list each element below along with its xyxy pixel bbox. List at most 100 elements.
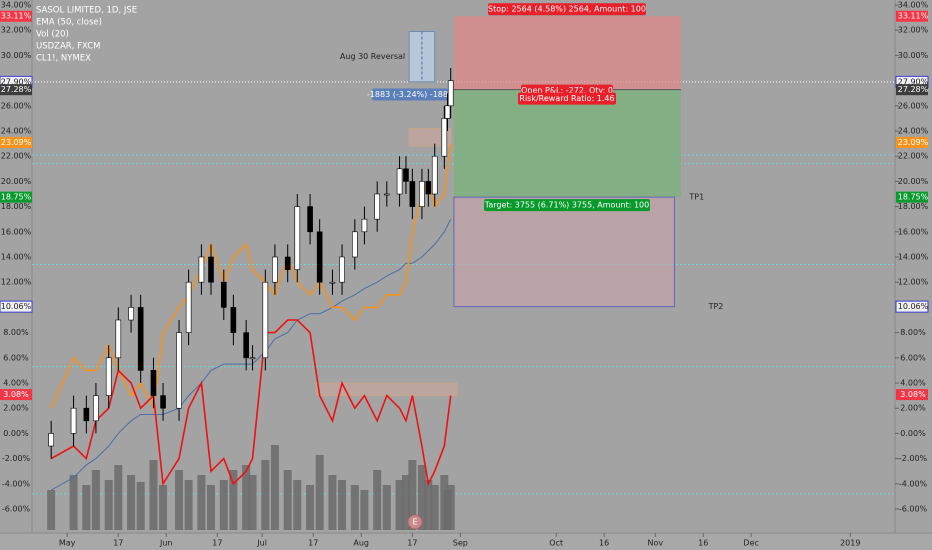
candle-body [396,168,403,195]
candle-body [307,206,313,233]
legend-entry: CL1!, NYMEX [36,54,91,64]
price-label-bg [0,191,32,203]
y-tick-label: 12.00% [898,278,929,287]
target-zone [453,89,681,198]
y-tick-label: -6.00% [2,505,31,514]
volume-bar [127,475,136,530]
volume-bar [82,485,91,530]
price-label: 33.11% [898,12,929,21]
price-label-bg [0,300,33,313]
stop-label: Stop: 2564 (4.58%) 2564, Amount: 100 [488,5,646,14]
volume-bar [114,465,123,530]
volume-bar [69,475,78,530]
legend-entry: Vol (20) [36,30,69,40]
price-label: 18.75% [1,193,32,202]
candle-body [137,307,144,371]
candle-body [284,256,291,270]
volume-bar [219,480,228,530]
price-label-bg [0,136,32,148]
candle-body [441,118,448,157]
stop-label-bg [488,3,646,16]
measure-bg [372,88,448,101]
y-tick-label: 16.00% [898,227,929,236]
x-tick-label: Sep [453,539,468,548]
x-tick-label: 17 [407,539,417,548]
x-tick-label: 16 [698,539,708,548]
tp-label: TP2 [708,302,724,311]
volume-bar [417,465,426,530]
candle-body [294,206,301,270]
volume-bar [395,480,404,530]
volume-bar [382,485,391,530]
candle-body [409,181,416,207]
volume-bar [136,482,145,530]
y-tick-label: 22.00% [898,152,929,161]
plot: TP1 TP2 Stop: 2564 (4.58%) 2564, Amount: 1… [32,3,899,537]
legend: SASOL LIMITED, 1D, JSE EMA (50, close) V… [36,6,137,64]
volume-bar [175,470,184,530]
price-label-bg [896,84,928,96]
x-tick-label: Oct [549,539,563,548]
candle-body [316,231,323,283]
volume-bar [184,480,193,530]
y-tick-label: 30.00% [1,51,32,60]
y-tick-label: 32.00% [1,26,32,35]
volume-bar [350,485,359,530]
measure-label: -1883 (-3.24%) -1883 [367,90,453,99]
x-tick-label: Dec [743,539,758,548]
volume-bar [261,460,270,530]
volume-bar [270,445,279,530]
candle-body [220,281,227,308]
legend-title: SASOL LIMITED, 1D, JSE [36,6,137,16]
price-label-bg [0,389,32,401]
candle-body [70,407,77,434]
pnl-label: Open P&L: -272, Qty: 0 [521,86,613,95]
volume-bar [47,490,56,530]
y-tick-label: -2.00% [899,454,928,463]
y-tick-label: 34.00% [1,1,32,10]
candle-body [383,193,390,196]
candle-body [329,281,336,284]
y-tick-label: -2.00% [2,454,31,463]
x-tick-label: 16 [599,539,609,548]
volume-bar [401,475,410,530]
candle-body [339,256,345,283]
y-tick-label: -4.00% [2,479,31,488]
target-label: Target: 3755 (6.71%) 3755, Amount: 100 [484,201,649,210]
y-tick-label: 6.00% [3,353,29,362]
volume-bar [159,485,168,530]
price-label-bg [896,10,928,22]
volume-bar [104,480,113,530]
y-tick-label: 8.00% [900,328,926,337]
volume-bar [328,475,337,530]
candle-body [105,357,112,396]
price-label-bg [896,389,928,401]
candle-body [272,256,278,283]
volume-bar [373,470,382,530]
price-label-bg [896,136,928,148]
price-label-bg [0,10,32,22]
volume-bar [338,480,347,530]
y-tick-label: 0.00% [3,429,29,438]
volume-bar [315,455,324,530]
price-label: 27.90% [1,77,32,86]
candle-body [93,395,99,422]
y-tick-label: 32.00% [898,26,929,35]
y-tick-label: 26.00% [1,101,32,110]
price-label: 27.90% [898,77,929,86]
volume-bar [360,490,369,530]
y-tick-label: 14.00% [898,253,929,262]
volume-bar [197,475,206,530]
y-tick-label: 2.00% [900,404,926,413]
candle-body [150,370,157,396]
x-tick-label: Jul [256,539,267,548]
price-label-bg [895,300,929,313]
y-tick-label: 18.00% [1,202,32,211]
candle-body [198,256,205,283]
y-tick-label: 2.00% [3,404,29,413]
candle-body [262,281,269,359]
candle-body [160,395,166,409]
y-tick-label: 8.00% [3,328,29,337]
y-tick-label: 30.00% [898,51,929,60]
